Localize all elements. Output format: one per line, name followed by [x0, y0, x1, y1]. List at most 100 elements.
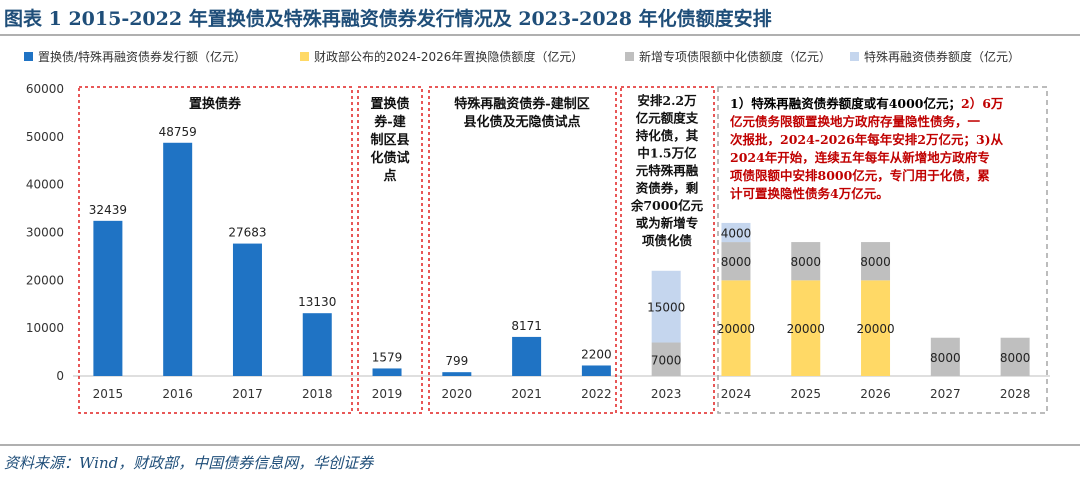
x-tick-label: 2024 [721, 387, 752, 401]
annotation-text: 或为新增专 [636, 216, 699, 231]
bar [861, 242, 891, 281]
annotation-segment: 1）特殊再融资债券额度或有4000亿元； [730, 96, 961, 111]
annotation-text: 置换债 [370, 96, 409, 112]
annotation-text: 点 [383, 168, 396, 184]
x-tick-label: 2018 [302, 387, 333, 401]
data-label: 8000 [790, 255, 821, 269]
bar [442, 372, 472, 376]
y-tick-label: 60000 [26, 82, 64, 96]
bar [372, 368, 402, 376]
legend-label: 新增专项债限额中化债额度（亿元） [639, 49, 831, 64]
bar [721, 280, 751, 376]
source-bar: 资料来源：Wind，财政部，中国债券信息网，华创证券 [0, 444, 1080, 477]
annotation-segment: 2024年开始，连续五年每年从新增地方政府专 [730, 150, 990, 165]
annotation-text: 余7000亿元 [630, 198, 704, 213]
bar [581, 365, 611, 376]
data-label: 15000 [647, 301, 685, 315]
legend-label: 特殊再融资债券额度（亿元） [864, 49, 1020, 64]
data-label: 7000 [651, 353, 682, 367]
annotation-text: 化债试 [370, 150, 409, 166]
bar [791, 280, 821, 376]
bar [721, 242, 751, 281]
group-box-2020-2022 [428, 86, 617, 414]
x-tick-label: 2015 [93, 387, 124, 401]
annotation-text: 元特殊再融 [636, 163, 699, 178]
data-label: 8171 [511, 319, 542, 333]
legend-swatch [625, 52, 634, 61]
group-box-2015-2018 [78, 86, 353, 414]
x-tick-label: 2028 [1000, 387, 1031, 401]
annotation-text: 次报批，2024-2026年每年安排2万亿元；3)从 [730, 132, 1004, 147]
annotation-text: 项债化债 [642, 233, 693, 248]
data-label: 20000 [856, 322, 894, 336]
legend-swatch [850, 52, 859, 61]
bar [721, 222, 751, 243]
bar [791, 242, 821, 281]
bar [930, 337, 960, 376]
bar [163, 142, 193, 376]
data-label: 8000 [1000, 351, 1031, 365]
data-label: 32439 [89, 203, 127, 217]
annotation-text: 制区县 [370, 132, 409, 148]
data-label: 48759 [159, 125, 197, 139]
annotation-text: 亿元额度支 [636, 111, 699, 126]
annotation-text: 持化债，其 [636, 128, 699, 143]
legend-swatch [24, 52, 33, 61]
y-tick-label: 30000 [26, 226, 64, 240]
annotation-text: 置换债券 [189, 96, 242, 112]
group-box-2023 [620, 86, 715, 414]
bar [512, 336, 542, 376]
bar [861, 280, 891, 376]
y-tick-label: 20000 [26, 273, 64, 287]
group-box-2019 [357, 86, 423, 414]
y-tick-label: 40000 [26, 178, 64, 192]
x-tick-label: 2027 [930, 387, 961, 401]
data-label: 799 [445, 354, 468, 368]
data-label: 27683 [228, 226, 266, 240]
annotation-segment: 项债限额中安排8000亿元，专门用于化债，累 [730, 168, 990, 183]
x-tick-label: 2023 [651, 387, 682, 401]
bar [302, 313, 332, 376]
legend-label: 财政部公布的2024-2026年置换隐债额度（亿元） [314, 49, 583, 64]
data-label: 4000 [721, 227, 752, 241]
y-tick-label: 50000 [26, 130, 64, 144]
annotation-text: 2024年开始，连续五年每年从新增地方政府专 [730, 150, 990, 165]
x-tick-label: 2021 [511, 387, 542, 401]
legend-swatch [300, 52, 309, 61]
annotation-segment: 亿元债务限额置换地方政府存量隐性债务，一 [730, 114, 981, 129]
figure-title: 图表 1 2015-2022 年置换债及特殊再融资债券发行情况及 2023-20… [4, 8, 772, 30]
annotation-segment: 计可置换隐性债务4万亿元。 [730, 186, 889, 201]
annotation-text: 券-建 [373, 114, 405, 130]
annotation-segment: 2）6万 [961, 96, 1003, 111]
data-label: 20000 [787, 322, 825, 336]
bar [651, 270, 681, 343]
annotation-text: 项债限额中安排8000亿元，专门用于化债，累 [730, 168, 990, 183]
data-label: 8000 [721, 255, 752, 269]
x-tick-label: 2019 [372, 387, 403, 401]
x-tick-label: 2020 [442, 387, 473, 401]
bar [651, 342, 681, 376]
annotation-text: 安排2.2万 [637, 93, 696, 108]
legend-label: 置换债/特殊再融资债券发行额（亿元） [38, 49, 246, 64]
bar [93, 220, 123, 376]
data-label: 8000 [930, 351, 961, 365]
data-label: 2200 [581, 347, 612, 361]
x-tick-label: 2026 [860, 387, 891, 401]
annotation-text: 计可置换隐性债务4万亿元。 [730, 186, 889, 201]
title-bar: 图表 1 2015-2022 年置换债及特殊再融资债券发行情况及 2023-20… [0, 0, 1080, 36]
x-tick-label: 2022 [581, 387, 612, 401]
annotation-text: 特殊再融资债券-建制区 [454, 96, 589, 112]
chart: 置换债/特殊再融资债券发行额（亿元） 财政部公布的2024-2026年置换隐债额度… [24, 49, 1050, 414]
x-tick-label: 2016 [162, 387, 193, 401]
group-box-2024-2028 [717, 86, 1048, 414]
bar [232, 243, 262, 376]
source-note: 资料来源：Wind，财政部，中国债券信息网，华创证券 [4, 454, 374, 472]
annotation-text: 县化债及无隐债试点 [463, 114, 580, 130]
y-tick-label: 10000 [26, 321, 64, 335]
x-tick-label: 2025 [790, 387, 821, 401]
data-label: 13130 [298, 295, 336, 309]
y-tick-label: 0 [56, 369, 64, 383]
bar [1000, 337, 1030, 376]
data-label: 20000 [717, 322, 755, 336]
data-label: 8000 [860, 255, 891, 269]
